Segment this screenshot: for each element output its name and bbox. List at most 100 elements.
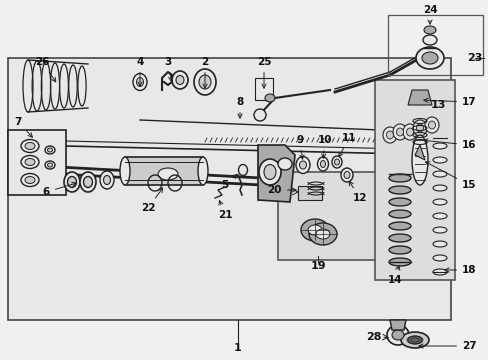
Ellipse shape [423,26,435,34]
Ellipse shape [25,143,35,149]
Ellipse shape [432,157,446,163]
Ellipse shape [315,229,329,239]
Ellipse shape [432,143,446,149]
Text: 21: 21 [217,201,232,220]
Ellipse shape [120,157,130,185]
Text: 17: 17 [423,97,476,107]
Polygon shape [414,145,424,160]
Ellipse shape [391,330,403,340]
Ellipse shape [299,161,306,169]
Ellipse shape [421,52,437,64]
Ellipse shape [308,223,336,245]
Ellipse shape [386,325,408,345]
Ellipse shape [21,139,39,153]
Ellipse shape [432,185,446,191]
Ellipse shape [334,159,339,165]
Ellipse shape [432,199,446,205]
Ellipse shape [343,171,349,179]
Ellipse shape [432,227,446,233]
Text: 23: 23 [467,53,482,63]
Ellipse shape [331,156,341,168]
Ellipse shape [25,158,35,166]
Ellipse shape [320,161,325,167]
Ellipse shape [67,176,76,188]
Ellipse shape [407,336,421,344]
Polygon shape [389,320,405,330]
Polygon shape [407,90,431,105]
Bar [8,130,66,195]
Text: 6: 6 [42,182,76,197]
Ellipse shape [406,128,413,136]
Text: 27: 27 [418,341,476,351]
Ellipse shape [80,172,96,192]
Ellipse shape [388,174,410,182]
Ellipse shape [264,94,274,102]
Ellipse shape [238,165,247,175]
Bar [374,80,454,280]
Bar [387,15,482,75]
Ellipse shape [424,117,438,133]
Bar [278,172,375,260]
Ellipse shape [432,171,446,177]
Text: 22: 22 [141,188,163,213]
Text: 5: 5 [220,175,237,190]
Ellipse shape [388,246,410,254]
Ellipse shape [415,47,443,69]
Text: 9: 9 [296,135,304,159]
Ellipse shape [176,76,183,85]
Bar [125,157,203,185]
Ellipse shape [422,35,436,45]
Ellipse shape [412,120,426,136]
Ellipse shape [21,156,39,168]
Ellipse shape [432,269,446,275]
Ellipse shape [136,77,143,86]
Ellipse shape [382,127,396,143]
Ellipse shape [301,219,328,241]
Ellipse shape [386,131,393,139]
Ellipse shape [103,175,110,184]
Ellipse shape [388,210,410,218]
Ellipse shape [432,255,446,261]
Text: 26: 26 [35,57,56,82]
Bar [8,58,450,320]
Ellipse shape [259,159,281,185]
Ellipse shape [45,161,55,169]
Ellipse shape [396,128,403,136]
Text: 16: 16 [423,139,475,150]
Ellipse shape [388,234,410,242]
Ellipse shape [295,157,309,174]
Text: 28: 28 [366,332,381,342]
Ellipse shape [64,172,80,192]
Ellipse shape [83,176,92,188]
Text: 13: 13 [429,100,445,110]
Ellipse shape [432,213,446,219]
Ellipse shape [158,168,178,180]
Ellipse shape [198,157,207,185]
Ellipse shape [317,157,328,171]
Text: 14: 14 [387,266,402,285]
Text: 7: 7 [15,117,32,137]
Ellipse shape [388,198,410,206]
Ellipse shape [25,176,35,184]
Text: 24: 24 [422,5,436,24]
Ellipse shape [100,171,114,189]
Text: 10: 10 [317,135,331,158]
Text: 2: 2 [201,57,208,88]
Ellipse shape [47,148,52,152]
Polygon shape [258,145,294,202]
Text: 15: 15 [425,162,475,190]
Text: 3: 3 [164,57,172,81]
Ellipse shape [432,241,446,247]
Ellipse shape [45,146,55,154]
Text: 8: 8 [236,97,243,118]
Ellipse shape [340,168,352,182]
Ellipse shape [307,225,321,235]
Ellipse shape [392,124,406,140]
Ellipse shape [278,158,291,170]
Ellipse shape [264,165,275,180]
Bar [297,186,321,200]
Bar [254,78,272,100]
Ellipse shape [133,73,147,90]
Ellipse shape [388,222,410,230]
Text: 19: 19 [309,261,325,271]
